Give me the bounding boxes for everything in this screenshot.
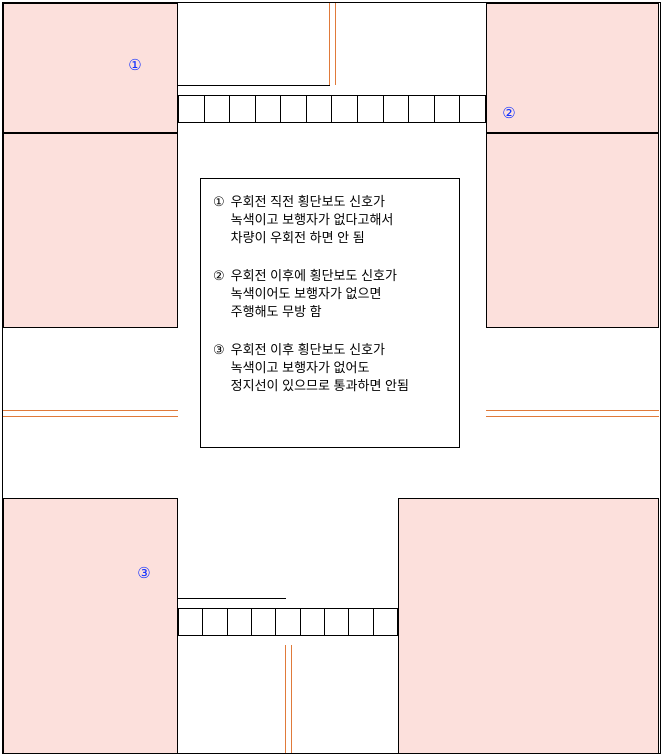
edge-v-tl xyxy=(177,3,178,123)
legend-box: ① 우회전 직전 횡단보도 신호가 녹색이고 보행자가 없다고해서 차량이 우회전… xyxy=(200,178,460,448)
marker-m1: ① xyxy=(124,56,146,78)
legend-item-text: 우회전 이후 횡단보도 신호가 녹색이고 보행자가 없어도 정지선이 있으므로 … xyxy=(231,341,447,395)
legend-item-num: ① xyxy=(213,193,225,211)
edge-v-tr xyxy=(486,3,487,123)
crosswalk-top xyxy=(178,95,486,123)
center-line-top-r xyxy=(335,3,336,85)
legend-item-1: ① 우회전 직전 횡단보도 신호가 녹색이고 보행자가 없다고해서 차량이 우회전… xyxy=(213,193,447,247)
legend-item-num: ③ xyxy=(213,341,225,359)
center-line-left-t xyxy=(3,410,178,411)
crosswalk-bot xyxy=(178,608,398,636)
block-ml xyxy=(3,133,178,328)
block-tl xyxy=(3,3,178,133)
center-line-left-b xyxy=(3,416,178,417)
legend-item-3: ③ 우회전 이후 횡단보도 신호가 녹색이고 보행자가 없어도 정지선이 있으므로… xyxy=(213,341,447,395)
center-line-top-l xyxy=(329,3,330,85)
block-br xyxy=(398,498,659,754)
edge-v-bl xyxy=(177,608,178,754)
center-line-right-t xyxy=(486,410,659,411)
block-mr xyxy=(486,133,659,328)
center-line-bot-r xyxy=(291,645,292,754)
center-line-bot-l xyxy=(285,645,286,754)
legend-item-num: ② xyxy=(213,267,225,285)
center-line-right-b xyxy=(486,416,659,417)
legend-item-text: 우회전 직전 횡단보도 신호가 녹색이고 보행자가 없다고해서 차량이 우회전 … xyxy=(231,193,447,247)
block-bl xyxy=(3,498,178,754)
marker-m3: ③ xyxy=(133,564,155,586)
marker-m2: ② xyxy=(498,104,520,126)
intersection-diagram: ① ② ③ ① 우회전 직전 횡단보도 신호가 녹색이고 보행자가 없다고해서 차량이 … xyxy=(0,0,663,756)
legend-item-text: 우회전 이후에 횡단보도 신호가 녹색이어도 보행자가 없으면 주행해도 무방 … xyxy=(231,267,447,321)
stop-line-top xyxy=(178,85,330,86)
edge-v-br xyxy=(398,608,399,754)
stop-line-bot xyxy=(178,598,286,599)
legend-item-2: ② 우회전 이후에 횡단보도 신호가 녹색이어도 보행자가 없으면 주행해도 무방… xyxy=(213,267,447,321)
